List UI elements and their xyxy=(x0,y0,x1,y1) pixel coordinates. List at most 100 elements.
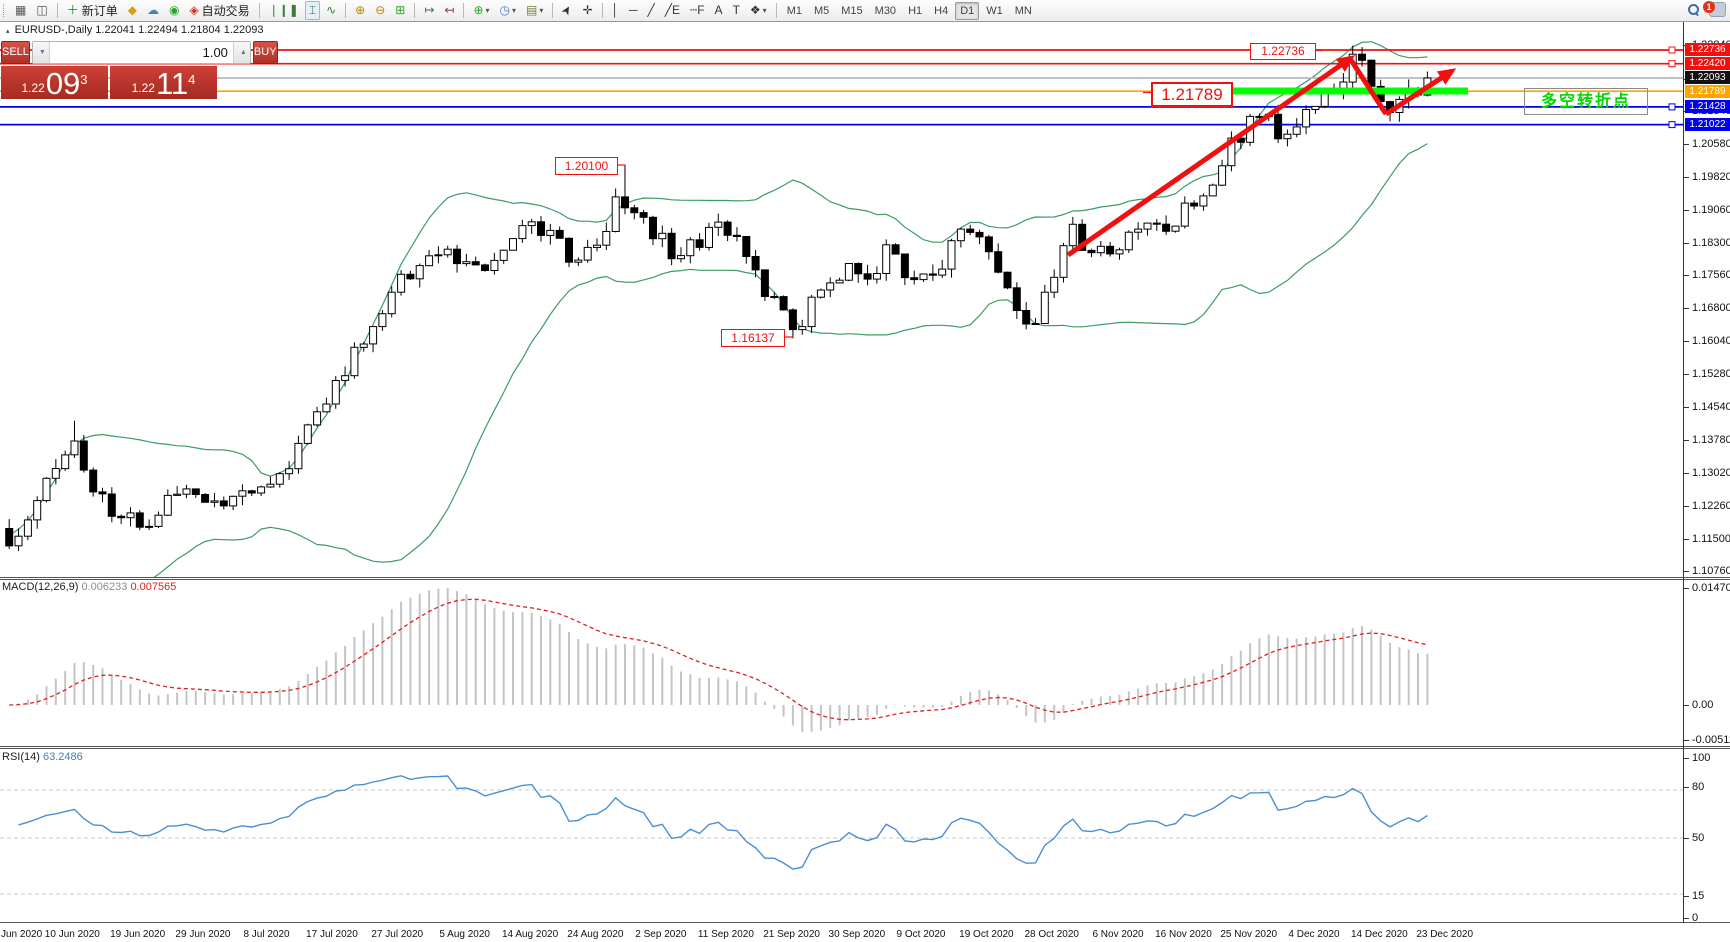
fibonacci-button[interactable]: ┄F xyxy=(686,1,709,20)
candle-body xyxy=(565,237,573,263)
macd-tick-label: 0.00 xyxy=(1692,699,1714,711)
autotrading-icon: ◈ xyxy=(189,3,199,17)
volume-increase-button[interactable]: ▲ xyxy=(232,42,250,63)
date-label: 23 Dec 2020 xyxy=(1416,929,1474,940)
templates-button[interactable]: ▤ ▾ xyxy=(522,1,547,20)
price-tick xyxy=(1684,571,1689,572)
trendline-button[interactable]: ╱ xyxy=(644,1,659,20)
toolbar-separator xyxy=(414,3,416,18)
periods-dropdown-icon[interactable]: ▾ xyxy=(512,6,517,15)
bollinger-upper-band[interactable] xyxy=(8,41,1428,536)
bollinger-lower-band[interactable] xyxy=(9,143,1428,577)
timeframe-w1[interactable]: W1 xyxy=(986,4,1003,17)
main-chart[interactable] xyxy=(0,22,1683,577)
price-tag-1.22420: 1.22420 xyxy=(1685,57,1730,70)
candle-body xyxy=(956,228,965,242)
text-button[interactable]: A xyxy=(711,1,727,20)
sell-price-button[interactable]: 1.22 09 3 xyxy=(1,66,108,99)
candle-body xyxy=(1218,165,1227,186)
new-chart-button[interactable]: ▦ xyxy=(11,1,30,20)
bar-chart-type-button[interactable]: ❘❙❚ xyxy=(265,1,303,20)
panel-separator[interactable] xyxy=(0,746,1730,747)
support-price-label[interactable]: 1.21789 xyxy=(1151,82,1233,107)
hline-handle[interactable] xyxy=(1668,121,1676,129)
panel-separator[interactable] xyxy=(0,577,1730,578)
autotrading-button[interactable]: ◈ 自动交易 xyxy=(185,1,253,20)
text-label-button[interactable]: T xyxy=(729,1,744,20)
buy-price-button[interactable]: 1.22 11 4 xyxy=(110,66,217,99)
arrows-objects-button[interactable]: ❖ ▾ xyxy=(746,1,771,20)
candle-body xyxy=(238,490,247,497)
timeframe-mn[interactable]: MN xyxy=(1014,4,1032,17)
zoom-out-icon: ⊖ xyxy=(375,3,386,17)
timeframe-d1[interactable]: D1 xyxy=(955,1,980,20)
candle-body xyxy=(135,512,144,528)
auto-scroll-button[interactable]: ↤ xyxy=(440,1,458,20)
zoom-out-button[interactable]: ⊖ xyxy=(371,1,389,20)
price-tick xyxy=(1684,440,1689,441)
date-label: 30 Sep 2020 xyxy=(828,929,886,940)
candle-body xyxy=(807,296,816,328)
auto-scroll-icon: ↤ xyxy=(444,3,455,17)
indicators-button[interactable]: ⊕ ▾ xyxy=(469,1,493,20)
zoom-in-button[interactable]: ⊕ xyxy=(351,1,369,20)
candle-body xyxy=(667,232,676,260)
turning-point-note[interactable]: 多空转折点 xyxy=(1524,88,1648,115)
hline-handle[interactable] xyxy=(1668,46,1676,54)
arrows-objects-dropdown-icon[interactable]: ▾ xyxy=(762,6,767,15)
equidistant-channel-button[interactable]: ╱E xyxy=(661,1,684,20)
trend-arrow[interactable] xyxy=(1066,55,1356,258)
eraser-button[interactable]: ◆ xyxy=(124,1,141,20)
rsi-line[interactable] xyxy=(18,775,1428,870)
tile-windows-button[interactable]: ⊞ xyxy=(391,1,409,20)
chart-preview-button[interactable]: ◫ xyxy=(32,1,51,20)
periods-button[interactable]: ◷ ▾ xyxy=(496,1,521,20)
timeframe-m15[interactable]: M15 xyxy=(841,4,863,17)
new-order-icon: ＋ xyxy=(66,3,79,17)
september-low-label[interactable]: 1.16137 xyxy=(721,329,785,347)
hline-handle[interactable] xyxy=(1668,103,1676,111)
buy-button[interactable]: BUY xyxy=(252,41,278,64)
timeframe-m5[interactable]: M5 xyxy=(813,4,830,17)
candle-body xyxy=(1040,291,1049,325)
search-icon[interactable] xyxy=(1688,4,1699,15)
timeframe-m30[interactable]: M30 xyxy=(874,4,897,17)
toolbar-separator xyxy=(345,3,347,18)
macd-signal-line[interactable] xyxy=(9,598,1428,721)
timeframe-h1[interactable]: H1 xyxy=(908,4,923,17)
timeframe-h4[interactable]: H4 xyxy=(934,4,949,17)
new-order-button[interactable]: ＋新订单 xyxy=(63,1,122,20)
indicators-dropdown-icon[interactable]: ▾ xyxy=(485,6,490,15)
september-high-label[interactable]: 1.20100 xyxy=(555,157,618,175)
publish-chart-button[interactable]: ☁ xyxy=(143,1,163,20)
candle-body xyxy=(863,273,872,280)
sell-button[interactable]: SELL xyxy=(1,41,30,64)
hline-handle[interactable] xyxy=(1668,60,1676,68)
candle-body xyxy=(788,309,797,331)
cursor-button[interactable]: ➤ xyxy=(558,1,576,20)
notifications-icon[interactable]: 1 xyxy=(1703,1,1726,17)
rsi-panel[interactable] xyxy=(0,749,1683,922)
candle-body xyxy=(247,490,256,494)
chart-shift-button[interactable]: ↦ xyxy=(420,1,438,20)
trend-arrow[interactable] xyxy=(1384,68,1457,117)
candle-body xyxy=(294,442,303,470)
vertical-line-button[interactable]: │ xyxy=(608,1,624,20)
volume-decrease-button[interactable]: ▼ xyxy=(32,42,50,63)
resistance-price-label[interactable]: 1.22736 xyxy=(1250,43,1316,60)
templates-dropdown-icon[interactable]: ▾ xyxy=(539,6,544,15)
macd-panel[interactable] xyxy=(0,580,1683,747)
macd-tick xyxy=(1684,588,1689,589)
candle-chart-type-button[interactable]: ⌶ xyxy=(304,1,321,20)
crosshair-button[interactable]: ✛ xyxy=(578,1,596,20)
volume-input[interactable] xyxy=(49,42,233,63)
candle-chart-type-icon: ⌶ xyxy=(308,3,317,17)
line-chart-type-button[interactable]: ∿ xyxy=(322,1,340,20)
candle-body xyxy=(1022,310,1031,325)
signals-button[interactable]: ◉ xyxy=(165,1,183,20)
candle-body xyxy=(257,486,266,494)
support-zone-band[interactable] xyxy=(1228,87,1468,95)
trend-arrow[interactable] xyxy=(1348,58,1389,116)
horizontal-line-button[interactable]: ─ xyxy=(625,1,642,20)
timeframe-m1[interactable]: M1 xyxy=(786,4,802,17)
